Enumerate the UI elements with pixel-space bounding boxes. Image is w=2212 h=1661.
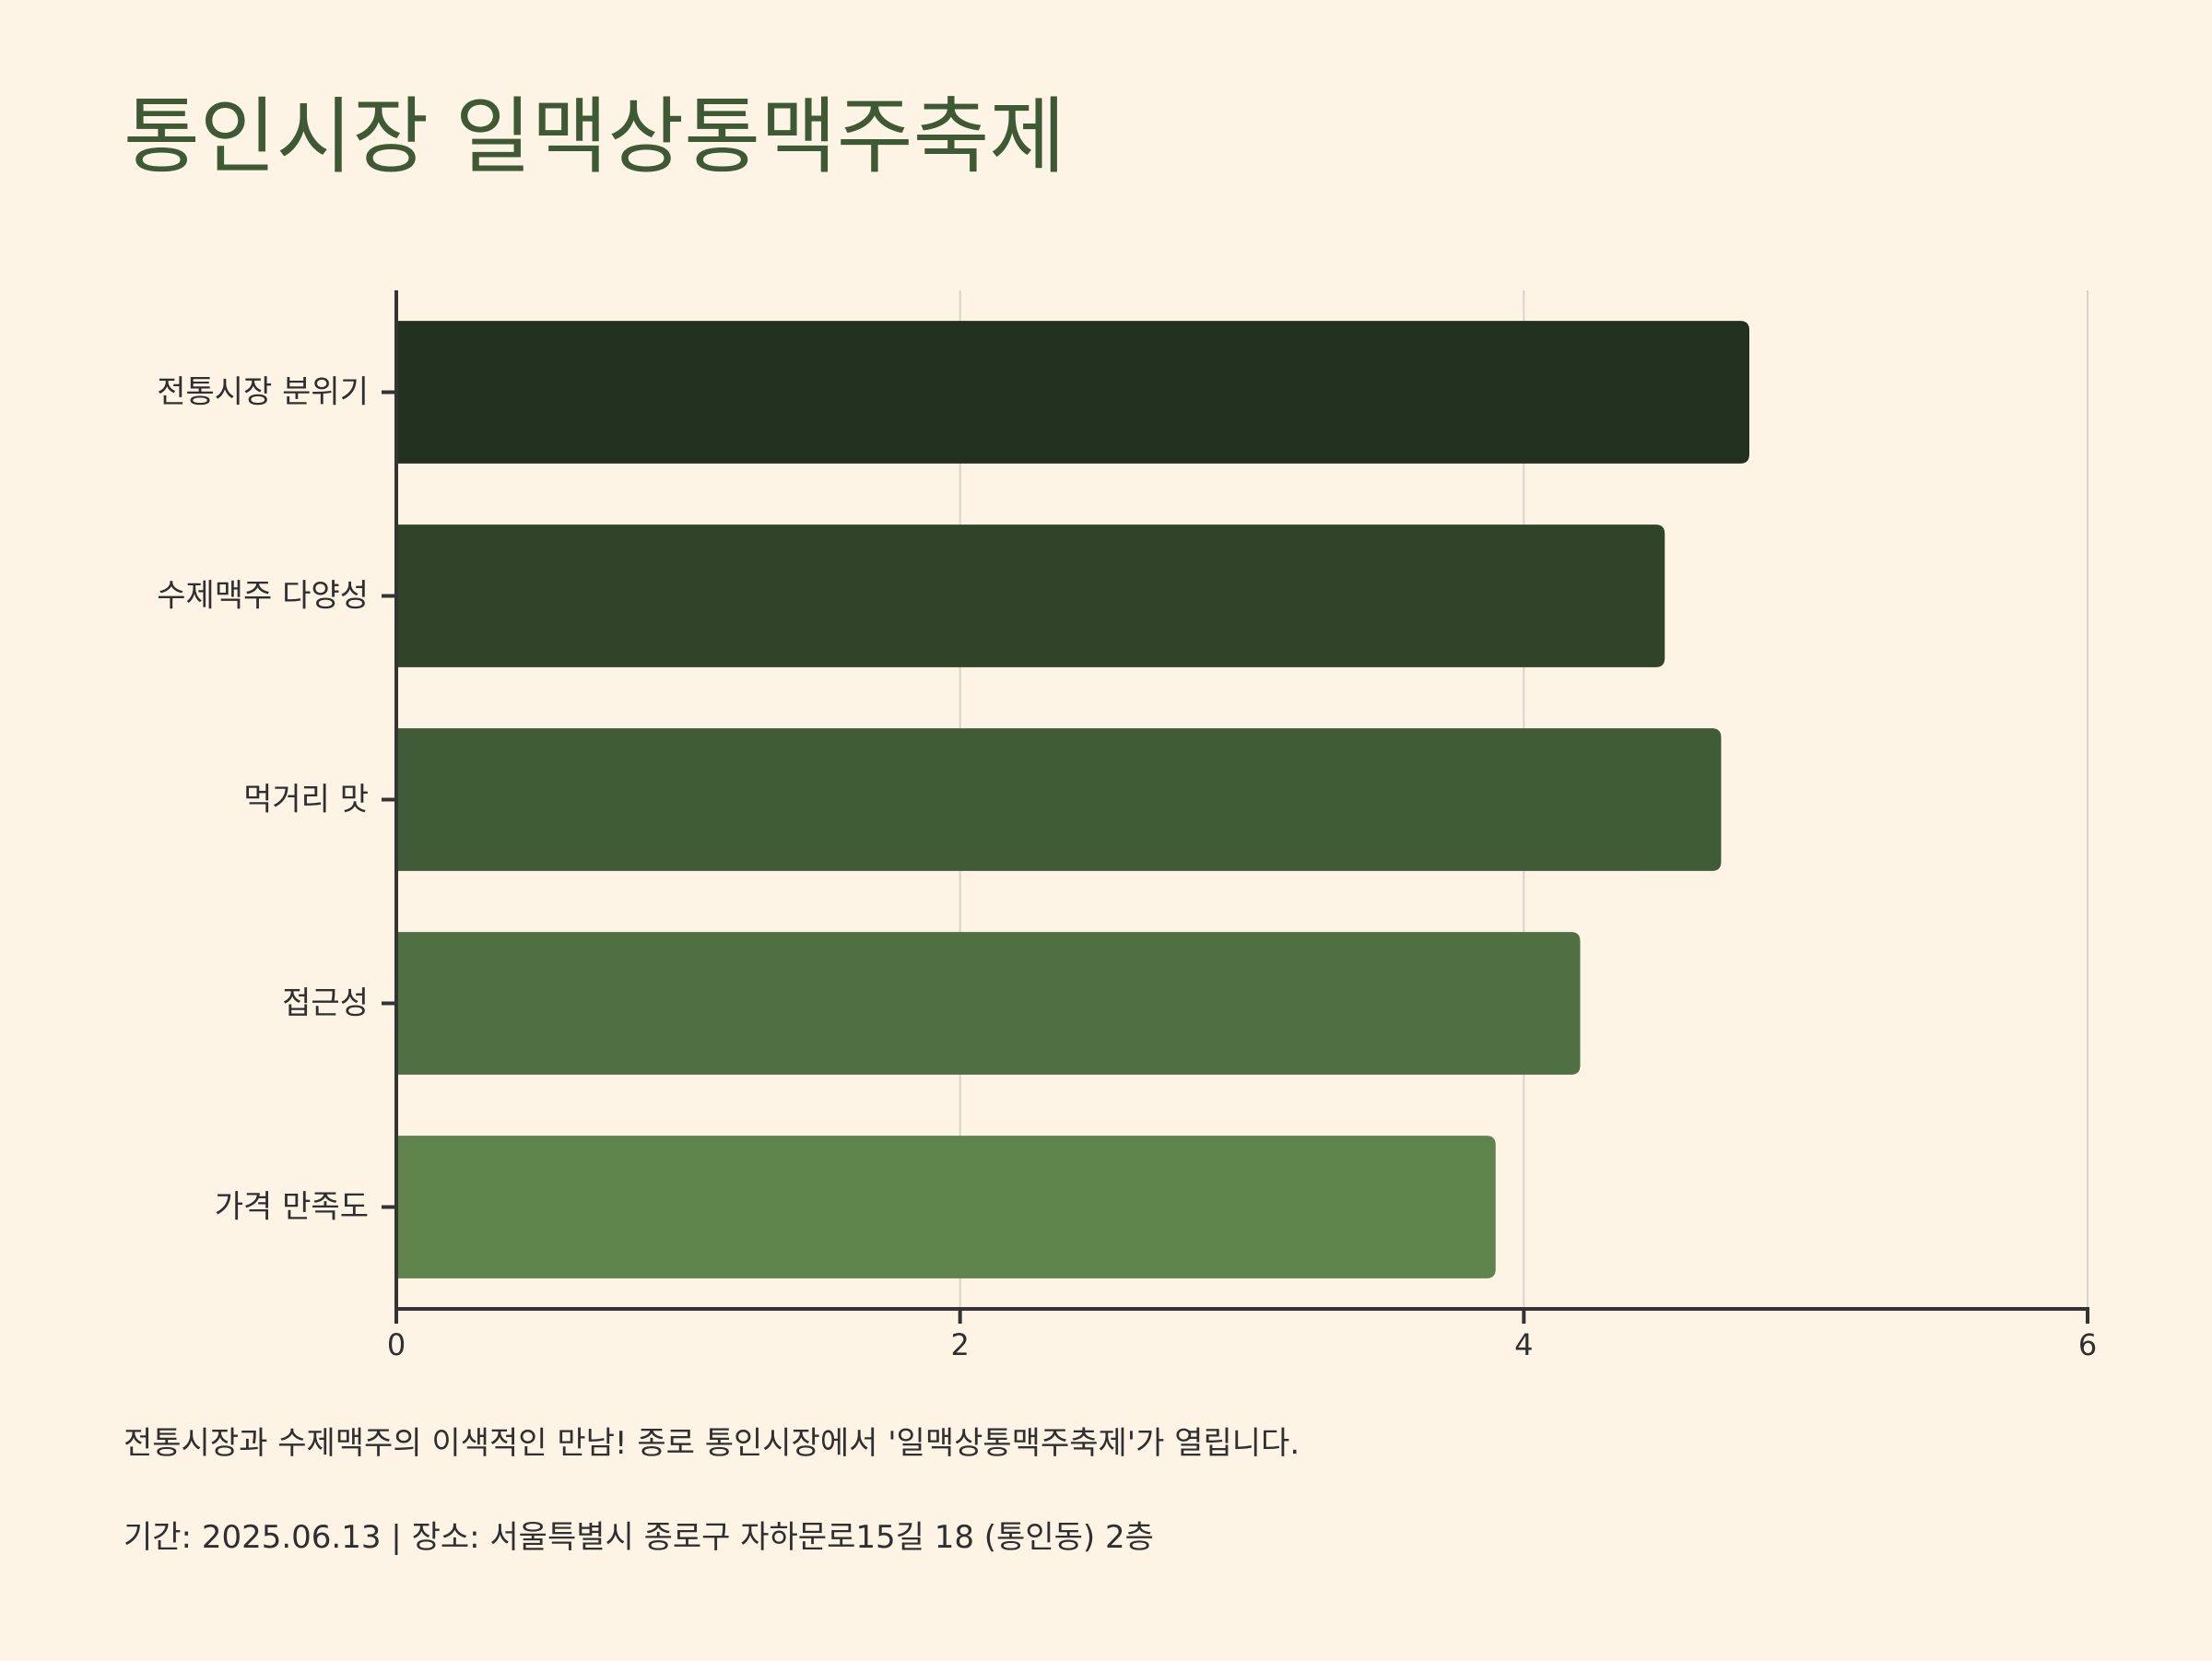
event-info: 기간: 2025.06.13 | 장소: 서울특별시 종로구 자하문로15길 1… [124,1519,1154,1556]
category-label-1: 전통시장 분위기 [157,374,369,411]
x-tick-label-0: 0 [387,1327,406,1362]
bar-3 [396,728,1722,871]
bar-1 [396,321,1749,464]
bars [396,321,1749,1278]
category-label-3: 먹거리 맛 [243,782,369,819]
x-tick-label-2: 2 [950,1327,969,1362]
bar-2 [396,524,1665,667]
category-label-5: 가격 만족도 [215,1189,369,1226]
category-label-4: 접근성 [282,985,369,1022]
category-label-2: 수제맥주 다양성 [157,578,369,615]
x-tick-label-4: 4 [1514,1327,1533,1362]
x-tick-label-6: 6 [2078,1327,2097,1362]
bar-5 [396,1136,1496,1278]
axes [382,290,2089,1324]
page-title: 통인시장 일맥상통맥주축제 [124,88,1066,185]
bar-4 [396,932,1581,1075]
event-description: 전통시장과 수제맥주의 이색적인 만남! 종로 통인시장에서 '일맥상통맥주축제… [124,1425,1300,1462]
